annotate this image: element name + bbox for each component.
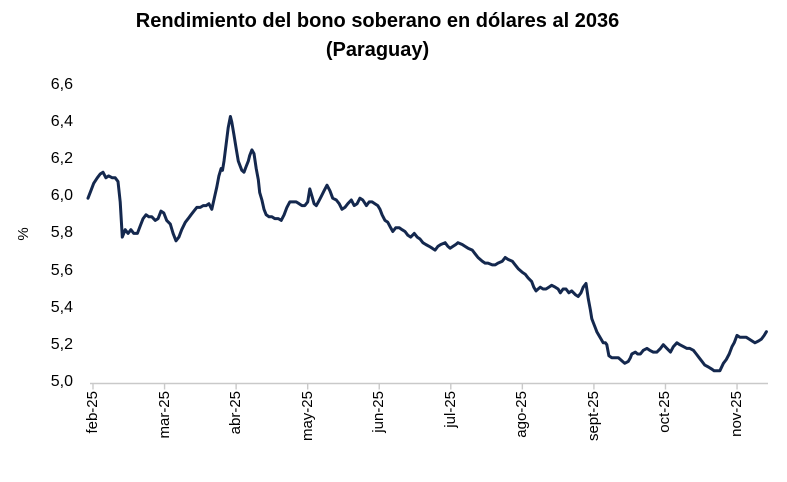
y-tick-label: 6,2: [50, 150, 73, 168]
x-tick-label: sept-25: [584, 391, 602, 442]
chart-title: Rendimiento del bono soberano en dólares…: [0, 7, 755, 65]
x-tick-label: oct-25: [656, 391, 674, 433]
y-tick-label: 5,4: [50, 298, 73, 316]
x-axis: [90, 382, 768, 390]
x-tick-label: jun-25: [370, 391, 388, 433]
y-tick-label: 6,0: [50, 187, 73, 205]
x-tick-label: nov-25: [728, 391, 746, 437]
x-tick-label: may-25: [298, 391, 316, 442]
y-tick-label: 6,4: [50, 113, 73, 131]
chart-title-line1: Rendimiento del bono soberano en dólares…: [135, 10, 620, 32]
chart-title-line2: (Paraguay): [325, 39, 430, 61]
y-tick-label: 5,2: [50, 335, 73, 353]
x-tick-label: jul-25: [441, 391, 459, 428]
x-tick-label: feb-25: [84, 391, 101, 434]
x-axis-ticks: [92, 383, 738, 390]
x-tick-label: abr-25: [227, 391, 245, 435]
y-tick-label: 5,8: [50, 224, 73, 242]
x-tick-label: mar-25: [155, 391, 173, 439]
y-tick-label: 5,6: [50, 261, 73, 279]
y-tick-label: 5,0: [50, 372, 73, 390]
x-tick-label: ago-25: [513, 391, 531, 438]
y-tick-label: 6,6: [50, 76, 73, 93]
yield-line: [86, 115, 768, 373]
